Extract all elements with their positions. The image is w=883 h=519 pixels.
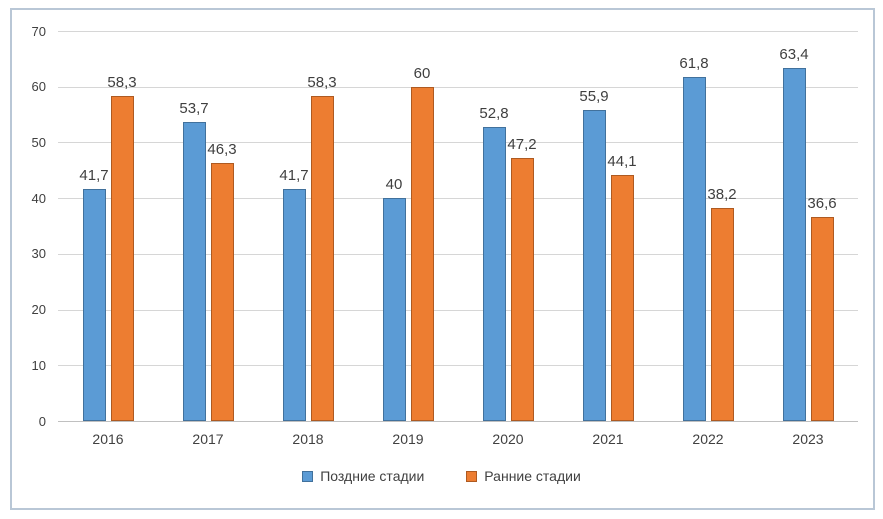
y-axis-tick-label-0: 0 [38, 413, 46, 429]
gridline-60 [58, 86, 858, 88]
bar-data-label-2016-series-1: 58,3 [107, 74, 137, 92]
legend-item-early-stages: Ранние стадии [466, 468, 581, 484]
x-axis-tick-label-2020: 2020 [492, 431, 524, 447]
gridline-40 [58, 198, 858, 200]
bar-data-label-2021-series-0: 55,9 [579, 87, 609, 105]
y-axis-tick-label-20: 20 [31, 302, 46, 318]
bar-data-label-2018-series-1: 58,3 [307, 74, 337, 92]
y-axis-tick-label-50: 50 [31, 134, 46, 150]
bar-data-label-2023-series-0: 63,4 [779, 45, 809, 63]
bar-2017-series-0 [182, 121, 206, 421]
bar-2021-series-0 [582, 109, 606, 421]
y-axis-tick-label-60: 60 [31, 79, 46, 95]
x-axis-tick-label-2022: 2022 [692, 431, 724, 447]
bar-2023-series-0 [782, 67, 806, 421]
bar-2016-series-1 [110, 96, 134, 421]
legend: Поздние стадии Ранние стадии [0, 468, 883, 484]
bar-data-label-2022-series-1: 38,2 [707, 186, 737, 204]
y-axis-tick-label-70: 70 [31, 23, 46, 39]
x-axis-tick-label-2016: 2016 [92, 431, 124, 447]
y-axis-tick-label-10: 10 [31, 357, 46, 373]
x-axis-tick-label-2021: 2021 [592, 431, 624, 447]
gridline-0 [58, 421, 858, 422]
bar-data-label-2017-series-0: 53,7 [179, 99, 209, 117]
bar-data-label-2018-series-0: 41,7 [279, 166, 309, 184]
x-axis-tick-label-2023: 2023 [792, 431, 824, 447]
bar-data-label-2017-series-1: 46,3 [207, 141, 237, 159]
bar-data-label-2016-series-0: 41,7 [79, 166, 109, 184]
bar-2020-series-1 [510, 158, 534, 421]
bar-data-label-2019-series-1: 60 [413, 64, 431, 82]
bar-2016-series-0 [82, 188, 106, 421]
bar-2021-series-1 [610, 175, 634, 421]
y-axis-tick-label-40: 40 [31, 190, 46, 206]
legend-marker-early-stages-icon [466, 470, 478, 482]
bar-2022-series-0 [682, 76, 706, 421]
bar-data-label-2020-series-1: 47,2 [507, 136, 537, 154]
x-axis-tick-label-2017: 2017 [192, 431, 224, 447]
gridline-20 [58, 309, 858, 311]
bar-data-label-2021-series-1: 44,1 [607, 153, 637, 171]
legend-label-early-stages: Ранние стадии [484, 468, 581, 484]
legend-item-late-stages: Поздние стадии [302, 468, 424, 484]
bar-2019-series-1 [410, 86, 434, 421]
gridline-50 [58, 142, 858, 144]
bar-2017-series-1 [210, 163, 234, 421]
bar-2018-series-1 [310, 96, 334, 421]
gridline-10 [58, 365, 858, 367]
bar-data-label-2020-series-0: 52,8 [479, 104, 509, 122]
bar-2020-series-0 [482, 126, 506, 421]
x-axis-tick-label-2019: 2019 [392, 431, 424, 447]
bar-2022-series-1 [710, 208, 734, 421]
legend-label-late-stages: Поздние стадии [320, 468, 425, 484]
bar-data-label-2022-series-0: 61,8 [679, 54, 709, 72]
gridline-70 [58, 31, 858, 32]
x-axis-tick-label-2018: 2018 [292, 431, 324, 447]
bar-2019-series-0 [382, 198, 406, 421]
bar-data-label-2019-series-0: 40 [385, 176, 403, 194]
gridline-30 [58, 253, 858, 255]
bar-data-label-2023-series-1: 36,6 [807, 195, 837, 213]
bar-2018-series-0 [282, 188, 306, 421]
legend-marker-late-stages-icon [302, 470, 314, 482]
y-axis-tick-label-30: 30 [31, 246, 46, 262]
bar-2023-series-1 [810, 217, 834, 421]
